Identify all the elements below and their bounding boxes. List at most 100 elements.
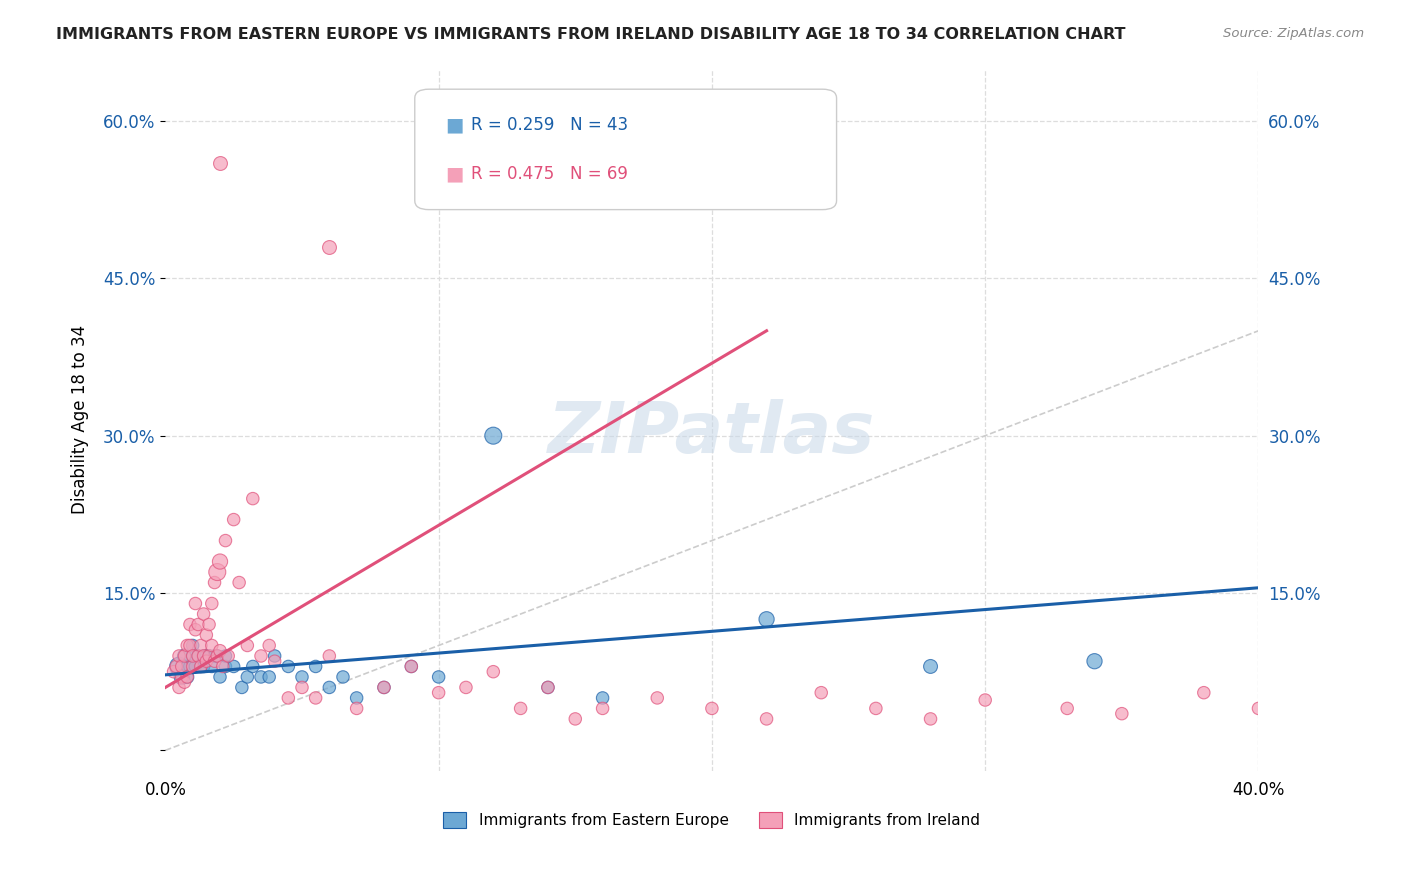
Point [236, 639, 259, 653]
Point [231, 681, 253, 695]
Point [170, 670, 193, 684]
Text: Source: ZipAtlas.com: Source: ZipAtlas.com [1223, 27, 1364, 40]
Legend: Immigrants from Eastern Europe, Immigrants from Ireland: Immigrants from Eastern Europe, Immigran… [437, 805, 987, 834]
Point [208, 644, 231, 658]
Point [179, 639, 201, 653]
Text: ZIPatlas: ZIPatlas [548, 400, 876, 468]
Point [204, 575, 226, 590]
Point [1247, 701, 1270, 715]
Point [318, 648, 340, 663]
Point [173, 675, 195, 690]
Point [222, 513, 245, 527]
Point [179, 617, 201, 632]
Point [214, 533, 236, 548]
Point [250, 648, 273, 663]
Point [482, 428, 505, 442]
Point [920, 659, 942, 673]
Point [305, 659, 328, 673]
Point [173, 648, 195, 663]
Point [176, 670, 198, 684]
Point [167, 659, 190, 673]
Point [346, 690, 368, 705]
Point [263, 648, 285, 663]
Point [318, 681, 340, 695]
Point [401, 659, 423, 673]
Point [427, 670, 450, 684]
Point [170, 670, 193, 684]
Point [193, 607, 215, 621]
Point [179, 659, 201, 673]
Point [257, 639, 280, 653]
Point [592, 701, 614, 715]
Text: ■: ■ [446, 115, 464, 135]
Point [162, 665, 184, 679]
Text: R = 0.475   N = 69: R = 0.475 N = 69 [471, 165, 628, 183]
Point [1083, 654, 1105, 668]
Point [195, 654, 218, 668]
Point [208, 555, 231, 569]
Point [236, 670, 259, 684]
Point [193, 648, 215, 663]
Point [176, 670, 198, 684]
Point [217, 648, 239, 663]
Point [373, 681, 395, 695]
Y-axis label: Disability Age 18 to 34: Disability Age 18 to 34 [72, 326, 89, 515]
Point [198, 648, 221, 663]
Point [201, 659, 224, 673]
Point [263, 654, 285, 668]
Point [187, 617, 209, 632]
Point [755, 712, 778, 726]
Point [277, 659, 299, 673]
Point [190, 659, 212, 673]
Point [1056, 701, 1078, 715]
Point [184, 597, 207, 611]
Point [537, 681, 560, 695]
Point [332, 670, 354, 684]
Point [1111, 706, 1133, 721]
Point [564, 712, 586, 726]
Point [509, 701, 531, 715]
Text: ■: ■ [446, 164, 464, 184]
Point [207, 648, 229, 663]
Point [645, 690, 668, 705]
Point [208, 670, 231, 684]
Point [242, 659, 264, 673]
Point [181, 659, 204, 673]
Point [318, 240, 340, 254]
Point [204, 654, 226, 668]
Point [211, 659, 233, 673]
Point [167, 681, 190, 695]
Point [208, 156, 231, 170]
Point [167, 648, 190, 663]
Text: R = 0.259   N = 43: R = 0.259 N = 43 [471, 116, 628, 134]
Point [176, 639, 198, 653]
Point [214, 648, 236, 663]
Point [250, 670, 273, 684]
Point [193, 648, 215, 663]
Point [207, 565, 229, 579]
Point [865, 701, 887, 715]
Point [257, 670, 280, 684]
Point [193, 659, 215, 673]
Point [592, 690, 614, 705]
Point [305, 690, 328, 705]
Point [373, 681, 395, 695]
Point [173, 648, 195, 663]
Point [228, 575, 250, 590]
Point [187, 648, 209, 663]
Point [184, 659, 207, 673]
Point [242, 491, 264, 506]
Point [920, 712, 942, 726]
Point [201, 597, 224, 611]
Point [190, 659, 212, 673]
Point [181, 639, 204, 653]
Point [170, 659, 193, 673]
Point [222, 659, 245, 673]
Point [454, 681, 477, 695]
Point [291, 670, 314, 684]
Point [204, 648, 226, 663]
Point [1192, 686, 1215, 700]
Point [195, 648, 218, 663]
Point [181, 648, 204, 663]
Point [190, 639, 212, 653]
